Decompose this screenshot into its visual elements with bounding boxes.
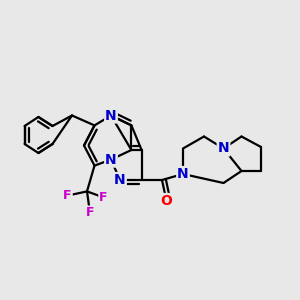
Text: F: F — [86, 206, 94, 220]
Text: O: O — [160, 194, 172, 208]
Text: F: F — [99, 191, 108, 204]
Text: N: N — [105, 153, 117, 166]
Text: F: F — [63, 189, 72, 202]
Text: N: N — [114, 173, 126, 187]
Text: N: N — [105, 109, 117, 122]
Text: N: N — [218, 142, 229, 155]
Text: N: N — [177, 167, 189, 181]
